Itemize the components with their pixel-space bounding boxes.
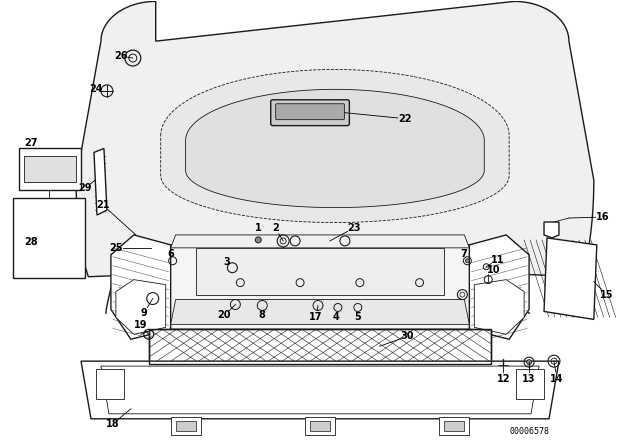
Circle shape <box>527 360 532 365</box>
Polygon shape <box>544 238 596 319</box>
Text: 20: 20 <box>218 310 231 320</box>
Text: 3: 3 <box>223 257 230 267</box>
Text: 21: 21 <box>96 200 109 210</box>
Bar <box>444 421 465 431</box>
Bar <box>24 156 76 182</box>
Text: 4: 4 <box>333 312 339 323</box>
FancyBboxPatch shape <box>271 100 349 125</box>
FancyBboxPatch shape <box>276 104 344 120</box>
Polygon shape <box>469 235 529 339</box>
Text: 27: 27 <box>24 138 38 147</box>
Bar <box>440 417 469 435</box>
Text: 11: 11 <box>490 255 504 265</box>
Text: 15: 15 <box>600 289 614 300</box>
Polygon shape <box>76 1 594 294</box>
Text: 26: 26 <box>114 51 127 61</box>
Text: 6: 6 <box>167 249 174 259</box>
Polygon shape <box>94 148 107 215</box>
Bar <box>96 369 124 399</box>
Bar <box>516 369 544 399</box>
Polygon shape <box>161 69 509 223</box>
Polygon shape <box>171 300 469 324</box>
Text: 29: 29 <box>78 183 92 193</box>
Text: 22: 22 <box>398 114 412 124</box>
Text: 17: 17 <box>309 312 323 323</box>
Bar <box>305 417 335 435</box>
Bar <box>175 421 196 431</box>
Text: 28: 28 <box>24 237 38 247</box>
Text: 30: 30 <box>401 332 414 341</box>
Text: 19: 19 <box>134 320 148 330</box>
Polygon shape <box>474 280 524 334</box>
Polygon shape <box>171 235 469 248</box>
Polygon shape <box>148 329 492 364</box>
Text: 18: 18 <box>106 419 120 429</box>
Text: 12: 12 <box>497 374 510 384</box>
Text: 24: 24 <box>89 84 103 94</box>
Text: 8: 8 <box>259 310 266 320</box>
Circle shape <box>255 237 261 243</box>
Circle shape <box>465 259 469 263</box>
Polygon shape <box>196 248 444 294</box>
Text: 00006578: 00006578 <box>509 427 549 436</box>
Polygon shape <box>186 89 484 207</box>
Text: 9: 9 <box>140 308 147 319</box>
Bar <box>13 198 85 278</box>
Polygon shape <box>111 235 171 339</box>
Text: 23: 23 <box>347 223 360 233</box>
Text: 7: 7 <box>460 249 467 259</box>
Polygon shape <box>116 280 166 334</box>
Bar <box>19 148 81 190</box>
Text: 13: 13 <box>522 374 536 384</box>
Text: 2: 2 <box>272 223 278 233</box>
Bar <box>171 417 200 435</box>
Polygon shape <box>81 361 559 419</box>
Text: 1: 1 <box>255 223 262 233</box>
Text: 5: 5 <box>355 312 361 323</box>
Text: 10: 10 <box>486 265 500 275</box>
Bar <box>310 421 330 431</box>
Text: 25: 25 <box>109 243 123 253</box>
Text: 16: 16 <box>596 212 609 222</box>
Polygon shape <box>101 366 539 414</box>
Text: 14: 14 <box>550 374 564 384</box>
Polygon shape <box>151 245 489 329</box>
Polygon shape <box>544 222 559 238</box>
